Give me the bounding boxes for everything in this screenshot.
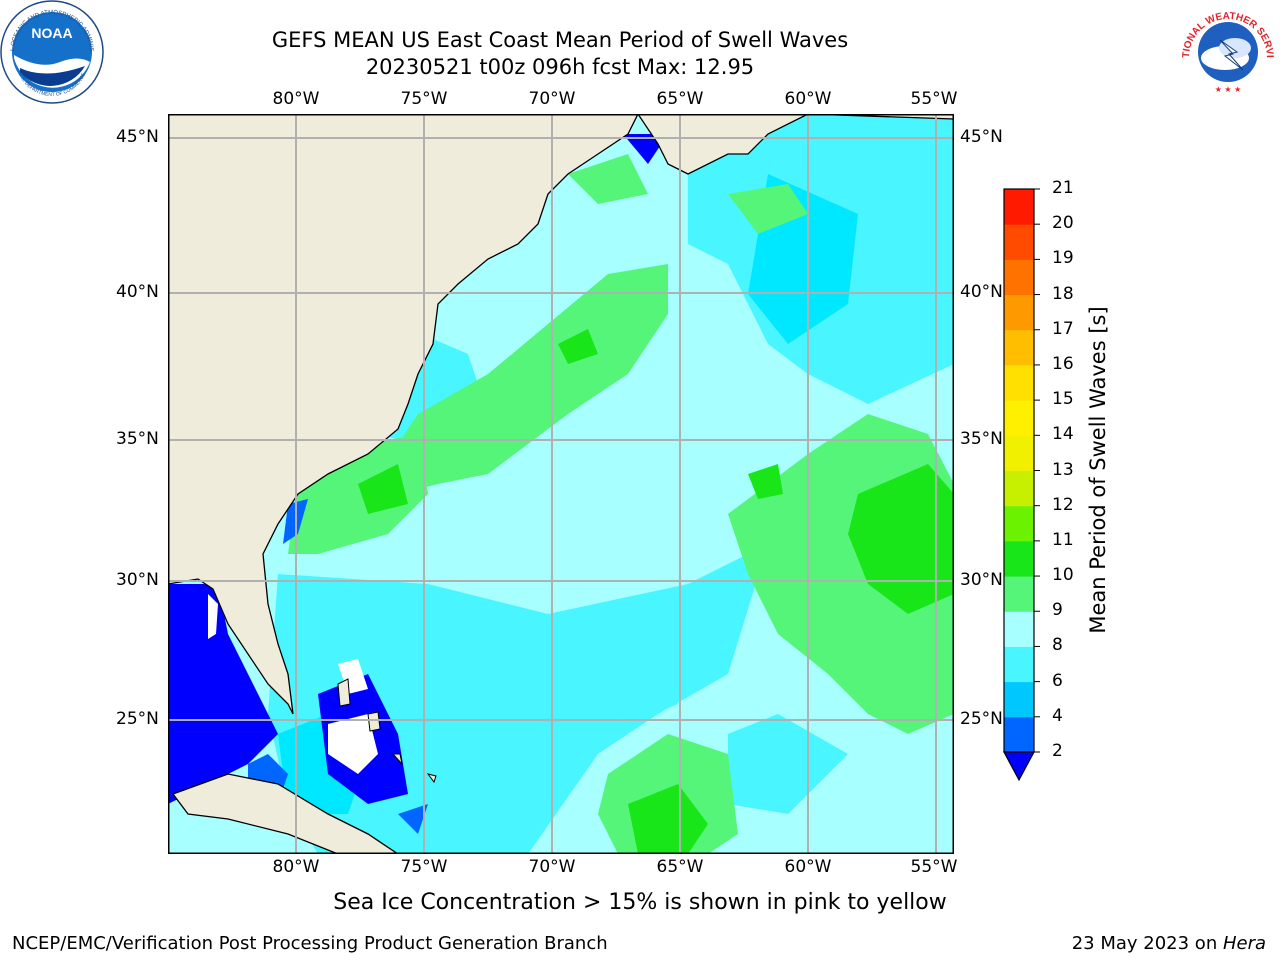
colorbar-tick-label: 19 (1052, 248, 1074, 269)
colorbar-segment (1004, 364, 1034, 401)
credit-machine: Hera (1222, 933, 1266, 954)
lat-label-right-30n: 30°N (960, 570, 1003, 590)
colorbar-tick-label: 8 (1052, 635, 1063, 656)
colorbar-segment (1004, 294, 1034, 331)
colorbar-title: Mean Period of Swell Waves [s] (1086, 306, 1110, 634)
colorbar-segment (1004, 505, 1034, 542)
noaa-logo-text: NOAA (31, 25, 72, 41)
colorbar-tick-label: 6 (1052, 670, 1063, 691)
colorbar-tick-label: 15 (1052, 389, 1074, 410)
lon-label-top-70w: 70°W (528, 89, 576, 109)
credit-left: NCEP/EMC/Verification Post Processing Pr… (12, 933, 608, 954)
colorbar-tick-label: 18 (1052, 283, 1074, 304)
colorbar-segment (1004, 716, 1034, 753)
swell-10-11s-regions (358, 329, 954, 854)
colorbar-tick-label: 20 (1052, 213, 1074, 234)
colorbar-segment (1004, 189, 1034, 225)
lat-label-right-45n: 45°N (960, 127, 1003, 147)
colorbar-tick-label: 14 (1052, 424, 1074, 445)
lon-label-top-75w: 75°W (400, 89, 448, 109)
map-title-line1: GEFS MEAN US East Coast Mean Period of S… (271, 28, 849, 52)
lon-label-top-60w: 60°W (784, 89, 832, 109)
colorbar-segment (1004, 646, 1034, 683)
colorbar-tick-label: 16 (1052, 353, 1074, 374)
colorbar-tick-label: 10 (1052, 565, 1074, 586)
lon-label-bottom-65w: 65°W (656, 857, 704, 877)
sea-ice-note: Sea Ice Concentration > 15% is shown in … (333, 890, 947, 915)
colorbar-segment (1004, 400, 1034, 436)
colorbar-extend-arrow (1002, 751, 1036, 782)
lon-label-top-65w: 65°W (656, 89, 704, 109)
map-border (168, 114, 954, 854)
colorbar-segment (1004, 470, 1034, 507)
colorbar (1002, 188, 1040, 782)
lat-label-left-40n: 40°N (116, 282, 159, 302)
lat-label-left-45n: 45°N (116, 127, 159, 147)
lon-label-bottom-75w: 75°W (400, 857, 448, 877)
lon-label-top-80w: 80°W (272, 89, 320, 109)
gulf-low-swell (168, 584, 278, 804)
map-title-line2: 20230521 t00z 096h fcst Max: 12.95 (365, 55, 755, 79)
us-land (168, 114, 639, 715)
colorbar-segment (1004, 611, 1034, 647)
svg-text:★ ★ ★: ★ ★ ★ (1215, 85, 1242, 94)
colorbar-tick-label: 4 (1052, 705, 1063, 726)
colorbar-tick-label: 2 (1052, 741, 1063, 761)
lat-label-left-30n: 30°N (116, 570, 159, 590)
lon-label-bottom-80w: 80°W (272, 857, 320, 877)
colorbar-tick-label: 13 (1052, 459, 1074, 480)
colorbar-segment (1004, 540, 1034, 577)
lat-label-right-35n: 35°N (960, 429, 1003, 449)
colorbar-tick-label: 17 (1052, 318, 1074, 339)
colorbar-tick-label: 12 (1052, 494, 1074, 515)
colorbar-segment (1004, 576, 1034, 612)
colorbar-tick-label: 21 (1052, 178, 1074, 198)
bahamas-islands (337, 678, 437, 784)
colorbar-segment (1004, 329, 1034, 366)
colorbar-segment (1004, 435, 1034, 471)
graticule (168, 114, 954, 854)
map-frame (168, 114, 954, 854)
lon-label-bottom-55w: 55°W (910, 857, 958, 877)
credit-right: 23 May 2023 on Hera (1072, 933, 1266, 954)
cuba-land (171, 773, 400, 854)
lat-label-left-25n: 25°N (116, 709, 159, 729)
colorbar-segment (1004, 259, 1034, 296)
credit-date: 23 May 2023 on (1071, 933, 1223, 954)
lon-label-bottom-60w: 60°W (784, 857, 832, 877)
colorbar-segment (1004, 681, 1034, 718)
canada-land (637, 114, 954, 175)
nws-logo: NATIONAL WEATHER SERVICE ★ ★ ★ (1175, 0, 1276, 98)
lat-label-left-35n: 35°N (116, 429, 159, 449)
colorbar-tick-label: 11 (1052, 529, 1074, 550)
colorbar-segment (1004, 224, 1034, 260)
lon-label-bottom-70w: 70°W (528, 857, 576, 877)
colorbar-tick-label: 9 (1052, 600, 1063, 621)
lat-label-right-40n: 40°N (960, 282, 1003, 302)
lat-label-right-25n: 25°N (960, 709, 1003, 729)
lon-label-top-55w: 55°W (910, 89, 958, 109)
noaa-logo: NOAA NATIONAL OCEANIC AND ATMOSPHERIC AD… (0, 0, 104, 104)
